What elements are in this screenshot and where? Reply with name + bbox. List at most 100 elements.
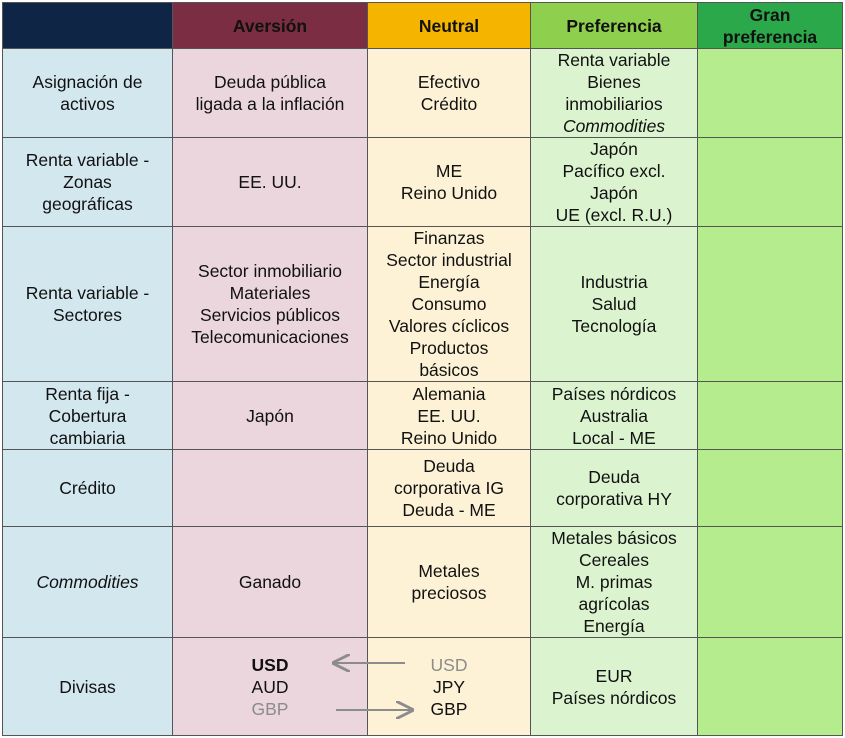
cell-line: Commodities [562, 116, 666, 136]
cell-line: Crédito [420, 94, 478, 114]
strong-preference-header-line: preferencia [722, 26, 818, 47]
cell-line: Sector inmobiliario [198, 261, 342, 281]
cell-line: Pacífico excl. [562, 161, 666, 181]
cell-line: Energía [583, 616, 645, 636]
currency-gbp: GBP [251, 698, 289, 719]
cell-line: Japón [590, 183, 638, 203]
corner-header-cell [2, 2, 173, 49]
row-label-line: Asignación de [32, 72, 143, 92]
neutral-cell: USD JPY GBP [367, 637, 531, 736]
row-label-line: Zonas [63, 172, 112, 192]
cell-line: ME [435, 161, 463, 181]
cell-line: Alemania [412, 383, 486, 404]
strong-preference-cell [697, 381, 843, 450]
cell-line: Renta variable [557, 50, 671, 70]
strong-preference-cell [697, 226, 843, 382]
table-row: Renta variable - Zonas geográficas EE. U… [2, 137, 843, 227]
aversion-cell: Deuda pública ligada a la inflación [172, 48, 368, 138]
row-label-line: activos [60, 94, 115, 114]
currency-gbp: GBP [430, 698, 468, 719]
cell-line: Reino Unido [400, 427, 498, 448]
aversion-header: Aversión [172, 2, 368, 49]
row-label-line: Crédito [59, 478, 116, 498]
preference-header: Preferencia [530, 2, 698, 49]
neutral-cell: Efectivo Crédito [367, 48, 531, 138]
row-label-line: Renta variable - [25, 150, 150, 170]
cell-line: preciosos [411, 583, 487, 603]
cell-line: Materiales [229, 283, 311, 303]
cell-line: EE. UU. [417, 405, 481, 426]
preference-cell: EUR Países nórdicos [530, 637, 698, 736]
cell-line: inmobiliarios [565, 94, 663, 114]
row-label-line: Divisas [59, 676, 116, 697]
currency-usd: USD [430, 654, 468, 675]
neutral-cell: ME Reino Unido [367, 137, 531, 227]
currency-usd: USD [251, 654, 289, 675]
cell-line: Industria [580, 272, 648, 292]
header-row: Aversión Neutral Preferencia Gran prefer… [2, 2, 843, 49]
cell-line: Deuda - ME [402, 500, 496, 520]
cell-line: Sector industrial [386, 250, 512, 270]
cell-line: Local - ME [572, 427, 656, 448]
row-label-commodities: Commodities [2, 526, 173, 638]
cell-line: Productos [409, 338, 489, 358]
cell-line: Finanzas [413, 228, 485, 248]
cell-line: Países nórdicos [551, 383, 677, 404]
neutral-header: Neutral [367, 2, 531, 49]
row-label-line: Cobertura [48, 405, 127, 426]
cell-line: Deuda pública [214, 72, 326, 92]
strong-preference-cell [697, 48, 843, 138]
aversion-cell: USD AUD GBP [172, 637, 368, 736]
cell-line: Australia [579, 405, 649, 426]
cell-line: básicos [419, 360, 479, 380]
row-label-line: cambiaria [49, 427, 126, 448]
aversion-cell [172, 449, 368, 527]
cell-line: M. primas [575, 572, 653, 592]
strong-preference-cell [697, 449, 843, 527]
row-label-line: geográficas [42, 194, 133, 214]
currency-jpy: JPY [432, 676, 466, 697]
table-row: Divisas USD AUD GBP USD JPY GBP EUR País… [2, 637, 843, 736]
aversion-cell: Sector inmobiliario Materiales Servicios… [172, 226, 368, 382]
table-row: Renta fija - Cobertura cambiaria Japón A… [2, 381, 843, 450]
aversion-cell: Ganado [172, 526, 368, 638]
strong-preference-header: Gran preferencia [697, 2, 843, 49]
preference-cell: Países nórdicos Australia Local - ME [530, 381, 698, 450]
cell-line: Valores cíclicos [388, 316, 510, 336]
aversion-cell: EE. UU. [172, 137, 368, 227]
row-label-asset-allocation: Asignación de activos [2, 48, 173, 138]
cell-line: Reino Unido [400, 183, 498, 203]
cell-line: Telecomunicaciones [191, 327, 349, 347]
cell-line: Japón [590, 139, 638, 159]
strong-preference-cell [697, 637, 843, 736]
currency-eur: EUR [595, 665, 633, 686]
preference-cell: Deuda corporativa HY [530, 449, 698, 527]
strong-preference-cell [697, 526, 843, 638]
row-label-line: Renta variable - [25, 283, 150, 303]
row-label-line: Commodities [36, 572, 139, 592]
cell-line: EE. UU. [238, 172, 302, 192]
table-row: Crédito Deuda corporativa IG Deuda - ME … [2, 449, 843, 527]
row-label-currencies: Divisas [2, 637, 173, 736]
cell-line: Japón [246, 405, 294, 426]
cell-line: agrícolas [578, 594, 650, 614]
cell-line: corporativa IG [394, 478, 504, 498]
row-label-line: Sectores [52, 305, 123, 325]
cell-line: Energía [418, 272, 480, 292]
cell-line: Servicios públicos [199, 305, 341, 325]
preference-cell: Industria Salud Tecnología [530, 226, 698, 382]
cell-line: Tecnología [571, 316, 657, 336]
row-label-credit: Crédito [2, 449, 173, 527]
neutral-cell: Finanzas Sector industrial Energía Consu… [367, 226, 531, 382]
cell-line: Ganado [238, 572, 302, 592]
preference-cell: Renta variable Bienes inmobiliarios Comm… [530, 48, 698, 138]
cell-line: corporativa HY [556, 489, 672, 509]
currency-aud: AUD [251, 676, 289, 697]
neutral-cell: Metales preciosos [367, 526, 531, 638]
neutral-cell: Alemania EE. UU. Reino Unido [367, 381, 531, 450]
table-row: Asignación de activos Deuda pública liga… [2, 48, 843, 138]
table-row: Renta variable - Sectores Sector inmobil… [2, 226, 843, 382]
cell-line: Bienes [587, 72, 641, 92]
preference-cell: Metales básicos Cereales M. primas agríc… [530, 526, 698, 638]
aversion-cell: Japón [172, 381, 368, 450]
